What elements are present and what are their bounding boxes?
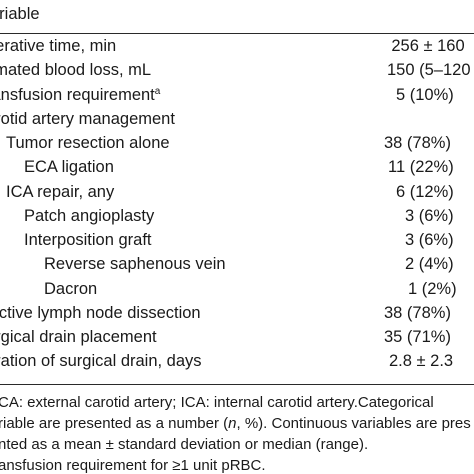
row-value: 11 (22%) (388, 158, 454, 177)
table-row-lymph-node-dissection: lective lymph node dissection 38 (78%) (0, 301, 474, 325)
table-row-reverse-saphenous-vein: Reverse saphenous vein 2 (4%) (0, 252, 474, 276)
table-row-dacron: Dacron 1 (2%) (0, 277, 474, 301)
table-bottom-rule (0, 384, 474, 385)
row-value: 38 (78%) (384, 134, 451, 152)
table-row-drain-placement: urgical drain placement 35 (71%) (0, 325, 474, 349)
table-row-carotid-management: arotid artery management (0, 107, 474, 131)
row-label: Dacron (44, 279, 98, 298)
row-label: Tumor resection alone (6, 134, 170, 152)
row-label: arotid artery management (0, 109, 175, 128)
table-body: perative time, min 256 ± 160 timated blo… (0, 34, 474, 374)
footnote-categorical: riable are presented as a number (n, %).… (0, 415, 471, 432)
table-footnotes: CA: external carotid artery; ICA: intern… (0, 392, 474, 474)
table-row-operative-time: perative time, min 256 ± 160 (0, 34, 474, 58)
footnote-abbreviations: CA: external carotid artery; ICA: intern… (0, 394, 434, 411)
row-label: urgical drain placement (0, 328, 157, 346)
row-label: ECA ligation (24, 158, 114, 177)
row-label: Patch angioplasty (24, 206, 155, 225)
table-row-interposition-graft: Interposition graft 3 (6%) (0, 228, 474, 252)
row-value: 5 (10%) (396, 85, 454, 104)
row-value: 256 ± 160 (391, 37, 465, 55)
row-value: 3 (6%) (405, 231, 454, 249)
table-top-rule (0, 33, 474, 34)
column-header-variable: ariable (0, 5, 40, 23)
row-value: 2 (4%) (405, 255, 454, 274)
row-value: 1 (2%) (408, 279, 457, 298)
row-value: 2.8 ± 2.3 (389, 352, 454, 371)
footnote-transfusion: ansfusion requirement for ≥1 unit pRBC. (0, 457, 266, 474)
footnote-marker: a (154, 85, 161, 97)
row-label: ransfusion requirementa (0, 85, 161, 104)
row-label: Reverse saphenous vein (44, 255, 226, 274)
row-value: 35 (71%) (384, 328, 451, 346)
table-row-ica-repair: ICA repair, any 6 (12%) (0, 180, 474, 204)
row-label: timated blood loss, mL (0, 61, 152, 80)
row-value: 150 (5–120 (387, 61, 471, 80)
table-row-eca-ligation: ECA ligation 11 (22%) (0, 155, 474, 179)
row-label: lective lymph node dissection (0, 303, 201, 322)
row-label: perative time, min (0, 37, 117, 55)
table-row-transfusion: ransfusion requirementa 5 (10%) (0, 83, 474, 107)
footnote-continuous: nted as a mean ± standard deviation or m… (0, 436, 369, 453)
row-label: uration of surgical drain, days (0, 352, 202, 371)
row-value: 3 (6%) (405, 206, 454, 225)
table-row-blood-loss: timated blood loss, mL 150 (5–120 (0, 58, 474, 82)
row-value: 6 (12%) (396, 182, 454, 201)
row-label: Interposition graft (24, 231, 152, 249)
table-row-patch-angioplasty: Patch angioplasty 3 (6%) (0, 204, 474, 228)
table-row-drain-duration: uration of surgical drain, days 2.8 ± 2.… (0, 349, 474, 373)
table-row-tumor-resection: Tumor resection alone 38 (78%) (0, 131, 474, 155)
row-value: 38 (78%) (384, 303, 451, 322)
row-label: ICA repair, any (6, 182, 115, 201)
